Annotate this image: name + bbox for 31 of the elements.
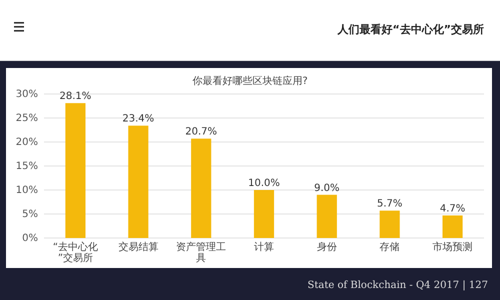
bar (191, 138, 212, 238)
y-tick-label: 25% (16, 113, 38, 124)
y-tick-label: 20% (16, 137, 38, 148)
data-label: 10.0% (248, 178, 280, 189)
data-label: 23.4% (122, 114, 154, 125)
bar (316, 194, 337, 238)
x-tick-label: 身份 (316, 241, 337, 253)
bar (442, 215, 463, 238)
bar (128, 126, 148, 238)
x-tick-label: 存储 (380, 241, 400, 253)
text: State of Blockchain - Q4 2017 | 127 (308, 280, 488, 291)
x-tick-label: 计算 (254, 241, 274, 253)
bar (254, 190, 274, 238)
x-tick-label: “去中心化”交易所 (52, 241, 98, 264)
data-label: 9.0% (314, 182, 340, 194)
chart-title: 人们最看好“去中心化”交易所 (336, 23, 484, 36)
data-label: 5.7% (377, 198, 402, 210)
data-label: 4.7% (440, 203, 466, 214)
data-label: 28.1% (60, 91, 92, 102)
y-tick-label: 15% (16, 161, 38, 172)
x-tick-label: 市场预测 (432, 241, 473, 253)
x-tick-label: 资产管理工具 (176, 241, 226, 264)
y-tick-label: 5% (22, 209, 38, 220)
y-tick-label: 30% (16, 89, 38, 100)
chart-subtitle: 你最看好哪些区块链应用? (192, 75, 308, 87)
x-tick-label: 交易结算 (118, 241, 158, 253)
y-tick-label: 0% (22, 233, 38, 244)
bar (380, 210, 400, 238)
bar (65, 103, 86, 238)
y-tick-label: 10% (16, 185, 38, 196)
data-label: 20.7% (185, 126, 218, 138)
